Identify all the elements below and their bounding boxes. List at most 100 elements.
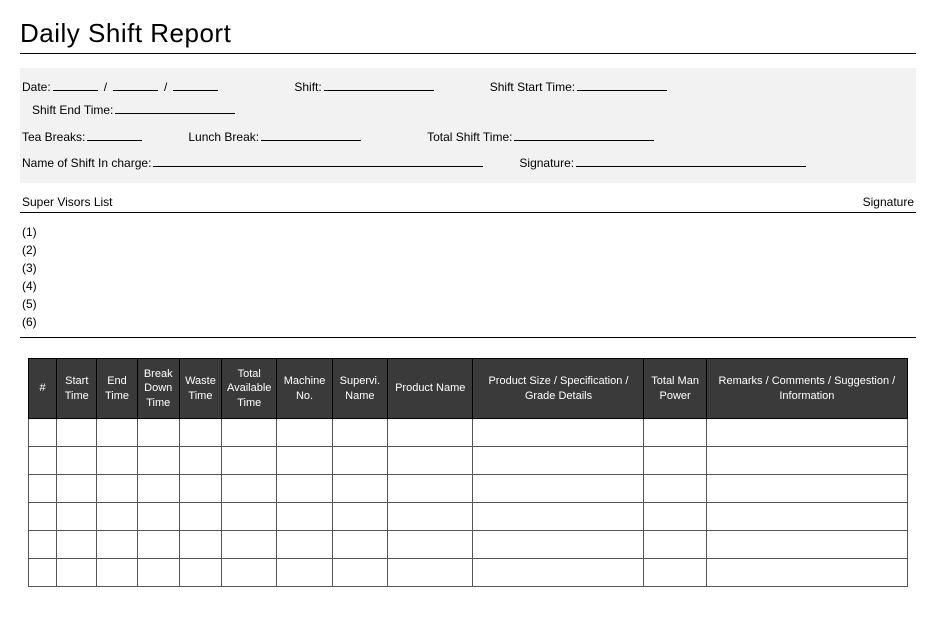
- table-column-header: Waste Time: [179, 359, 221, 419]
- total-shift-blank[interactable]: [514, 129, 654, 141]
- table-cell[interactable]: [57, 531, 97, 559]
- shift-end-blank[interactable]: [115, 102, 235, 114]
- table-cell[interactable]: [388, 559, 473, 587]
- table-row: [29, 531, 908, 559]
- table-cell[interactable]: [29, 559, 57, 587]
- table-cell[interactable]: [137, 559, 179, 587]
- table-cell[interactable]: [57, 475, 97, 503]
- table-cell[interactable]: [277, 447, 332, 475]
- table-cell[interactable]: [137, 447, 179, 475]
- table-cell[interactable]: [222, 475, 277, 503]
- table-cell[interactable]: [222, 503, 277, 531]
- table-cell[interactable]: [644, 447, 706, 475]
- signature-blank[interactable]: [576, 155, 806, 167]
- table-cell[interactable]: [473, 559, 644, 587]
- table-cell[interactable]: [706, 559, 907, 587]
- table-cell[interactable]: [277, 531, 332, 559]
- table-column-header: Product Name: [388, 359, 473, 419]
- signature-label: Signature:: [519, 152, 574, 175]
- table-row: [29, 475, 908, 503]
- date-blank-2[interactable]: [113, 79, 158, 91]
- table-cell[interactable]: [706, 475, 907, 503]
- table-cell[interactable]: [179, 559, 221, 587]
- table-cell[interactable]: [706, 447, 907, 475]
- date-blank-3[interactable]: [173, 79, 218, 91]
- table-cell[interactable]: [57, 503, 97, 531]
- table-cell[interactable]: [277, 559, 332, 587]
- table-cell[interactable]: [97, 419, 137, 447]
- table-cell[interactable]: [332, 475, 387, 503]
- table-cell[interactable]: [473, 447, 644, 475]
- table-cell[interactable]: [644, 559, 706, 587]
- table-cell[interactable]: [473, 503, 644, 531]
- table-cell[interactable]: [332, 419, 387, 447]
- table-cell[interactable]: [706, 531, 907, 559]
- name-charge-field: Name of Shift In charge:: [22, 152, 485, 175]
- table-cell[interactable]: [388, 419, 473, 447]
- table-cell[interactable]: [277, 475, 332, 503]
- table-column-header: Start Time: [57, 359, 97, 419]
- table-cell[interactable]: [222, 559, 277, 587]
- supervisor-item: (3): [22, 259, 914, 277]
- lunch-field: Lunch Break:: [188, 126, 363, 149]
- table-column-header: Break Down Time: [137, 359, 179, 419]
- supervisor-item: (2): [22, 241, 914, 259]
- shift-blank[interactable]: [324, 79, 434, 91]
- table-cell[interactable]: [473, 475, 644, 503]
- tea-blank[interactable]: [87, 129, 142, 141]
- table-cell[interactable]: [473, 419, 644, 447]
- table-cell[interactable]: [332, 531, 387, 559]
- table-cell[interactable]: [57, 419, 97, 447]
- table-cell[interactable]: [97, 531, 137, 559]
- table-cell[interactable]: [388, 447, 473, 475]
- table-cell[interactable]: [137, 419, 179, 447]
- shift-start-blank[interactable]: [577, 79, 667, 91]
- table-cell[interactable]: [706, 419, 907, 447]
- table-cell[interactable]: [57, 559, 97, 587]
- table-cell[interactable]: [29, 447, 57, 475]
- table-cell[interactable]: [332, 447, 387, 475]
- shift-start-label: Shift Start Time:: [490, 76, 575, 99]
- table-cell[interactable]: [97, 503, 137, 531]
- table-cell[interactable]: [222, 419, 277, 447]
- table-cell[interactable]: [29, 531, 57, 559]
- table-column-header: Remarks / Comments / Suggestion / Inform…: [706, 359, 907, 419]
- table-cell[interactable]: [706, 503, 907, 531]
- table-cell[interactable]: [97, 559, 137, 587]
- table-cell[interactable]: [29, 503, 57, 531]
- table-cell[interactable]: [332, 559, 387, 587]
- table-row: [29, 447, 908, 475]
- table-cell[interactable]: [179, 419, 221, 447]
- lunch-blank[interactable]: [261, 129, 361, 141]
- table-cell[interactable]: [388, 475, 473, 503]
- table-cell[interactable]: [644, 419, 706, 447]
- table-cell[interactable]: [222, 447, 277, 475]
- data-table: #Start TimeEnd TimeBreak Down TimeWaste …: [28, 358, 908, 587]
- table-cell[interactable]: [473, 531, 644, 559]
- table-cell[interactable]: [29, 419, 57, 447]
- name-charge-blank[interactable]: [153, 155, 483, 167]
- table-cell[interactable]: [644, 475, 706, 503]
- table-cell[interactable]: [97, 475, 137, 503]
- table-cell[interactable]: [137, 531, 179, 559]
- date-blank-1[interactable]: [53, 79, 98, 91]
- table-cell[interactable]: [388, 503, 473, 531]
- table-cell[interactable]: [277, 503, 332, 531]
- table-cell[interactable]: [277, 419, 332, 447]
- table-cell[interactable]: [179, 531, 221, 559]
- table-cell[interactable]: [222, 531, 277, 559]
- table-cell[interactable]: [57, 447, 97, 475]
- table-cell[interactable]: [388, 531, 473, 559]
- table-cell[interactable]: [332, 503, 387, 531]
- table-cell[interactable]: [97, 447, 137, 475]
- table-cell[interactable]: [179, 447, 221, 475]
- table-cell[interactable]: [179, 475, 221, 503]
- table-cell[interactable]: [29, 475, 57, 503]
- table-cell[interactable]: [137, 475, 179, 503]
- name-charge-label: Name of Shift In charge:: [22, 152, 151, 175]
- table-cell[interactable]: [137, 503, 179, 531]
- table-cell[interactable]: [179, 503, 221, 531]
- table-cell[interactable]: [644, 531, 706, 559]
- table-cell[interactable]: [644, 503, 706, 531]
- date-sep-1: /: [104, 76, 107, 99]
